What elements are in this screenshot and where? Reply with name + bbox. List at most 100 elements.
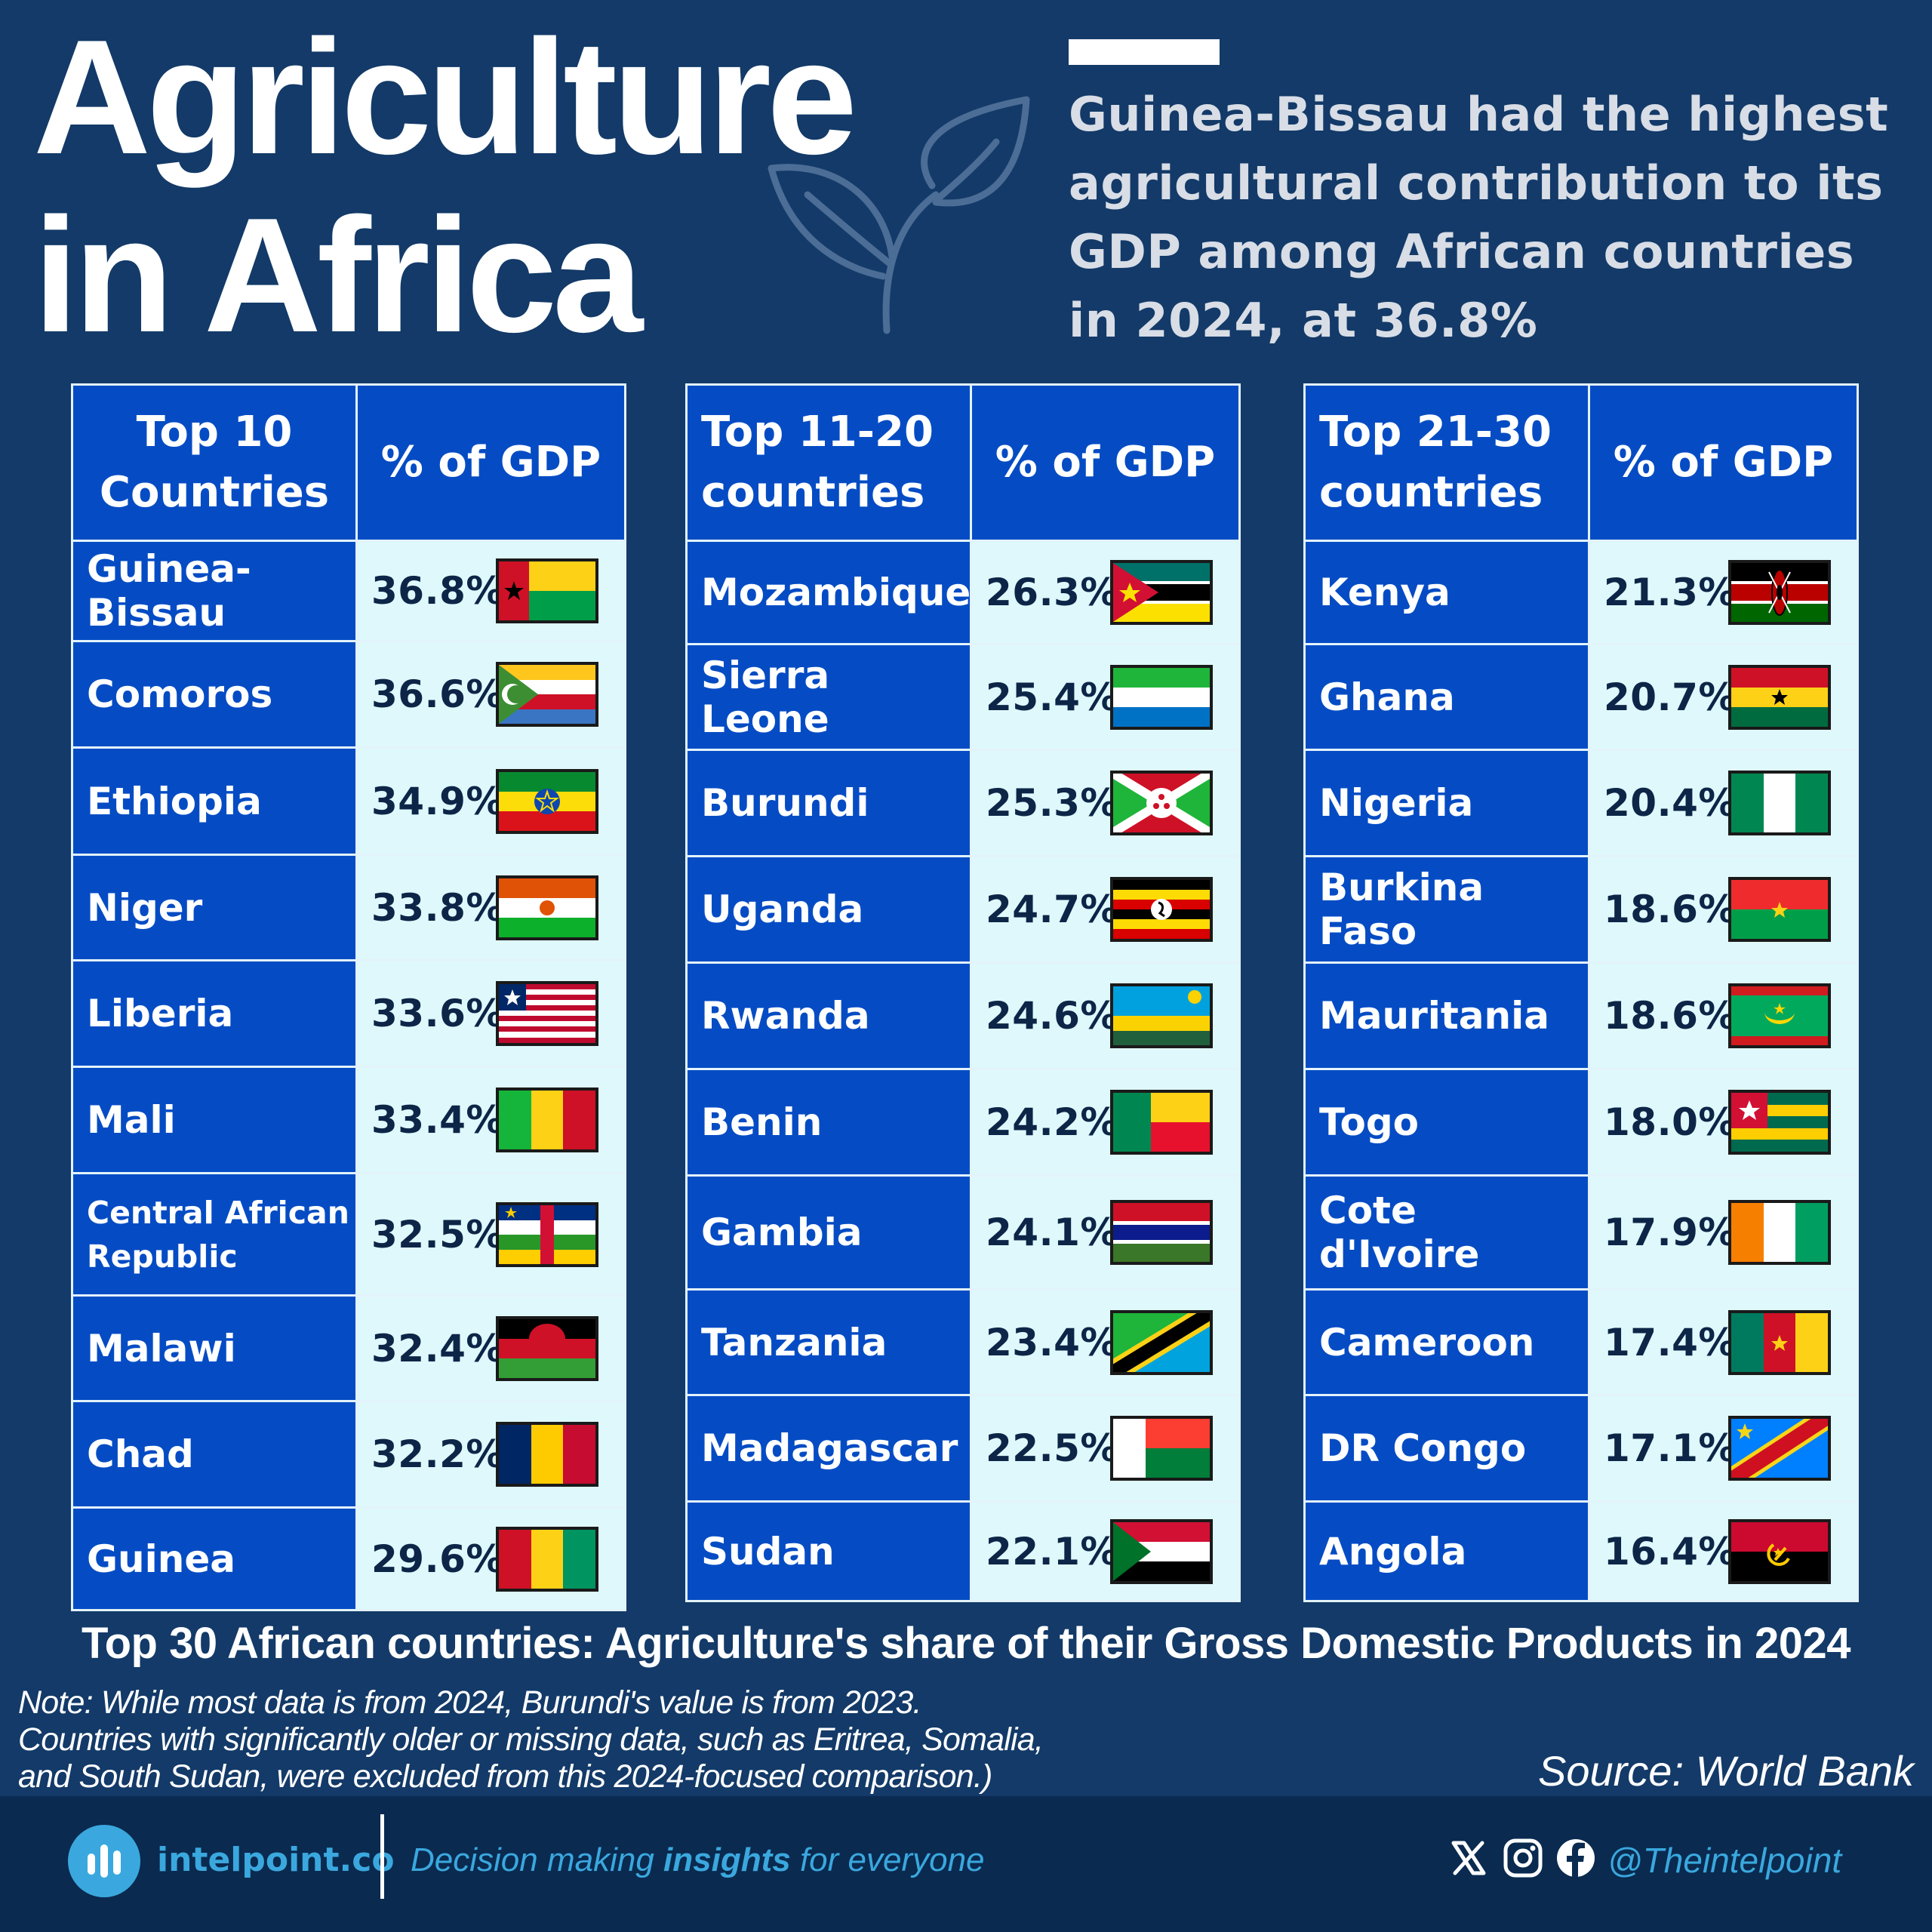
title-line-1: Agriculture: [33, 5, 857, 188]
gdp-share-value: 24.1%: [986, 1211, 1118, 1254]
gdp-share-value: 18.6%: [1604, 994, 1737, 1038]
malawi-flag-icon: [496, 1315, 598, 1381]
tagline-pre: Decision making: [411, 1841, 664, 1878]
table-row: Malawi 32.4%: [73, 1297, 624, 1402]
country-cell: Comoros: [73, 642, 358, 746]
country-name-uganda: Uganda: [701, 888, 864, 931]
country-name-malawi: Malawi: [87, 1326, 236, 1371]
gdp-share-cell: 32.5%: [358, 1174, 624, 1294]
table-row: Gambia 24.1%: [688, 1177, 1238, 1291]
instagram-icon[interactable]: [1502, 1837, 1544, 1879]
table-row: Chad 32.2%: [73, 1402, 624, 1509]
table-row: Niger 33.8%: [73, 856, 624, 961]
country-cell: Liberia: [73, 961, 358, 1066]
country-cell: Tanzania: [688, 1291, 972, 1394]
country-name-comoros: Comoros: [87, 672, 273, 716]
country-cell: Ethiopia: [73, 749, 358, 854]
gdp-share-value: 17.4%: [1604, 1320, 1737, 1364]
gdp-share-cell: 26.3%: [972, 542, 1238, 643]
country-cell: Chad: [73, 1402, 358, 1506]
facebook-icon[interactable]: [1555, 1837, 1597, 1879]
gdp-share-cell: 36.8%: [358, 542, 624, 640]
country-cell: Togo: [1306, 1070, 1590, 1174]
country-name-guinea: Guinea: [87, 1537, 236, 1581]
ethiopia-flag-icon: [496, 768, 598, 834]
mauritania-flag-icon: [1728, 983, 1831, 1048]
header-country-label: Top 21-30 countries: [1319, 408, 1552, 517]
mozambique-flag-icon: [1110, 560, 1213, 625]
social-handle[interactable]: @Theintelpoint: [1607, 1841, 1842, 1880]
table-row: Cote d'Ivoire 17.9%: [1306, 1177, 1857, 1291]
burundi-flag-icon: [1110, 771, 1213, 835]
gdp-share-cell: 33.4%: [358, 1068, 624, 1172]
burkina-faso-flag-icon: [1728, 877, 1831, 942]
gdp-share-cell: 29.6%: [358, 1509, 624, 1609]
gdp-share-value: 24.6%: [986, 994, 1118, 1038]
table-row: Ghana 20.7%: [1306, 645, 1857, 751]
country-name-cote-d-ivoire: Cote d'Ivoire: [1319, 1189, 1480, 1276]
liberia-flag-icon: [496, 981, 598, 1046]
table-row: Burkina Faso 18.6%: [1306, 857, 1857, 964]
country-name-nigeria: Nigeria: [1319, 781, 1474, 825]
country-cell: Angola: [1306, 1503, 1590, 1600]
x-icon[interactable]: [1447, 1837, 1490, 1879]
gdp-share-value: 24.7%: [986, 888, 1118, 931]
country-name-gambia: Gambia: [701, 1211, 863, 1254]
gdp-share-value: 24.2%: [986, 1100, 1118, 1144]
table-row: Mozambique 26.3%: [688, 542, 1238, 645]
gdp-share-value: 17.9%: [1604, 1211, 1737, 1254]
central-african-republic-flag-icon: [496, 1201, 598, 1267]
gdp-share-cell: 32.2%: [358, 1402, 624, 1506]
brand-link[interactable]: intelpoint.co: [157, 1841, 395, 1879]
gdp-share-value: 33.6%: [371, 992, 504, 1035]
table-row: Mali 33.4%: [73, 1068, 624, 1174]
country-name-liberia: Liberia: [87, 992, 234, 1035]
country-name-guinea-bissau: Guinea-Bissau: [87, 547, 251, 635]
subtitle: Guinea-Bissau had the highest agricultur…: [1069, 87, 1889, 348]
header-country-label: Top 11-20 countries: [701, 408, 934, 517]
country-name-dr-congo: DR Congo: [1319, 1426, 1527, 1470]
gdp-share-value: 20.4%: [1604, 781, 1737, 825]
country-name-ethiopia: Ethiopia: [87, 779, 262, 823]
gdp-share-cell: 36.6%: [358, 642, 624, 746]
leaf-icon: [768, 96, 1030, 334]
gdp-share-value: 16.4%: [1604, 1529, 1737, 1574]
gambia-flag-icon: [1110, 1200, 1213, 1265]
page-title: Agriculture in Africa: [33, 5, 857, 364]
tanzania-flag-icon: [1110, 1309, 1213, 1375]
accent-bar: [1069, 39, 1220, 65]
cameroon-flag-icon: [1728, 1309, 1831, 1375]
cote-divoire-flag-icon: [1728, 1200, 1831, 1265]
country-name-mauritania: Mauritania: [1319, 994, 1550, 1038]
table-top-11-20: Top 11-20 countries % of GDP Mozambique 26.…: [685, 383, 1241, 1602]
gdp-share-value: 25.3%: [986, 781, 1118, 825]
table-row: Guinea 29.6%: [73, 1509, 624, 1609]
country-cell: Uganda: [688, 857, 972, 961]
gdp-share-value: 25.4%: [986, 675, 1118, 719]
tagline: Decision making insights for everyone: [411, 1834, 985, 1887]
table-row: Guinea-Bissau 36.8%: [73, 542, 624, 642]
gdp-share-value: 29.6%: [371, 1537, 504, 1581]
table-row: Kenya 21.3%: [1306, 542, 1857, 645]
gdp-share-cell: 33.6%: [358, 961, 624, 1066]
country-cell: Mauritania: [1306, 964, 1590, 1068]
country-cell: Burkina Faso: [1306, 857, 1590, 961]
table-top-10: Top 10 Countries % of GDP Guinea-Bissau 36.…: [71, 383, 626, 1611]
gdp-share-cell: 23.4%: [972, 1291, 1238, 1394]
tagline-bold: insights: [663, 1841, 791, 1878]
table-row: Tanzania 23.4%: [688, 1291, 1238, 1396]
note-line-3: and South Sudan, were excluded from this…: [18, 1758, 992, 1795]
guinea-flag-icon: [496, 1526, 598, 1592]
note-line-1: Note: While most data is from 2024, Buru…: [18, 1684, 921, 1721]
table-row: Togo 18.0%: [1306, 1070, 1857, 1177]
gdp-share-value: 18.0%: [1604, 1100, 1737, 1144]
gdp-share-value: 22.5%: [986, 1426, 1118, 1470]
note-line-2: Countries with significantly older or mi…: [18, 1721, 1044, 1758]
sierra-leone-flag-icon: [1110, 664, 1213, 730]
gdp-share-value: 34.9%: [371, 779, 504, 823]
country-name-burkina-faso: Burkina Faso: [1319, 866, 1484, 953]
country-cell: Cameroon: [1306, 1291, 1590, 1394]
dr-congo-flag-icon: [1728, 1416, 1831, 1481]
rwanda-flag-icon: [1110, 983, 1213, 1048]
country-cell: Benin: [688, 1070, 972, 1174]
